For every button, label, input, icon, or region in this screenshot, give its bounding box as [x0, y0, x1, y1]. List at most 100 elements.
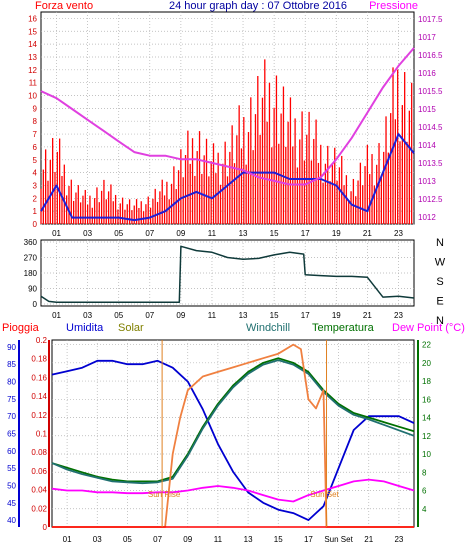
panel-1-ytick-left: 2 [33, 194, 38, 203]
panel-3-humidity-tick: 65 [7, 430, 16, 439]
panel-3-temp-tick: 8 [422, 468, 427, 477]
panel-1-right-label: Pressione [369, 0, 418, 12]
panel-1-xtick-01: 01 [52, 229, 61, 238]
panel-3-legend-1: Umidita [66, 322, 104, 334]
panel-1-xtick-17: 17 [301, 229, 310, 238]
panel-3-temp-tick: 16 [422, 395, 431, 404]
panel-2-ytick: 180 [24, 269, 38, 278]
panel-3-rain-tick: 0.06 [31, 467, 47, 476]
panel-2-xtick-01: 01 [52, 311, 61, 320]
panel-1-ytick-right: 1017 [418, 33, 436, 42]
panel-3-xtick-0: 01 [63, 535, 72, 544]
panel-3-legend-4: Temperatura [312, 322, 375, 334]
panel-2-xtick-03: 03 [83, 311, 92, 320]
panel-1-xtick-07: 07 [145, 229, 154, 238]
annotation-sunset: Sun Set [310, 490, 339, 499]
panel-3-xtick-4: 09 [183, 535, 192, 544]
panel-1-ytick-left: 14 [28, 40, 37, 49]
panel-3-xtick-7: 15 [274, 535, 283, 544]
panel-1-xtick-09: 09 [176, 229, 185, 238]
panel-3-temp-tick: 6 [422, 487, 427, 496]
panel-3-humidity-tick: 70 [7, 412, 16, 421]
panel-3-humidity-tick: 75 [7, 395, 16, 404]
panel-1-ytick-right: 1013.5 [418, 159, 443, 168]
panel-3-temp-tick: 22 [422, 341, 431, 350]
panel-1-title: 24 hour graph day : 07 Ottobre 2016 [169, 0, 347, 12]
panel-3-rain-tick: 0.02 [31, 504, 47, 513]
panel-3-line-temperatura [51, 357, 415, 483]
panel-1-ytick-left: 9 [33, 104, 38, 113]
annotation-sunrise: Sun Rise [148, 490, 181, 499]
panel-2-ytick: 270 [24, 254, 38, 263]
panel-3-humidity-tick: 55 [7, 464, 16, 473]
panel-1-xtick-05: 05 [114, 229, 123, 238]
panel-3-xtick-9: Sun Set [324, 535, 353, 544]
panel-3-line-windchill [51, 359, 415, 485]
panel-2-xtick-15: 15 [270, 311, 279, 320]
panel-1-ytick-right: 1012 [418, 213, 436, 222]
panel-3-rain-tick: 0 [43, 523, 48, 532]
panel-3-rain-tick: 0.18 [31, 355, 47, 364]
panel-1-ytick-left: 7 [33, 130, 38, 139]
panel-1-ytick-left: 15 [28, 27, 37, 36]
panel-2-xtick-21: 21 [363, 311, 372, 320]
panel-3-temp-tick: 20 [422, 359, 431, 368]
panel-3-humidity-tick: 50 [7, 481, 16, 490]
panel-2-direction-line [40, 245, 415, 304]
panel-3-legend-5: Dew Point (°C) [392, 322, 465, 334]
panel-3-rain-tick: 0.1 [36, 430, 48, 439]
panel-3-legend-3: Windchill [246, 322, 290, 334]
panel-3-xtick-3: 07 [153, 535, 162, 544]
panel-1-ytick-left: 6 [33, 143, 38, 152]
panel-1-xtick-11: 11 [208, 229, 217, 238]
panel-3-xtick-10: 21 [364, 535, 373, 544]
panel-3-xtick-5: 11 [214, 535, 223, 544]
panel-2-ytick: 90 [28, 285, 37, 294]
panel-1-ytick-right: 1016.5 [418, 51, 443, 60]
panel-1-xtick-15: 15 [270, 229, 279, 238]
panel-3-rain-tick: 0.04 [31, 486, 47, 495]
panel-1-ytick-left: 11 [29, 79, 38, 88]
panel-1-ytick-left: 13 [28, 53, 37, 62]
panel-2-xtick-07: 07 [145, 311, 154, 320]
panel-1-xtick-19: 19 [332, 229, 341, 238]
panel-3-humidity-tick: 80 [7, 378, 16, 387]
panel-2-xtick-11: 11 [208, 311, 217, 320]
panel-1-ytick-left: 12 [28, 66, 37, 75]
panel-2-compass-N: N [436, 237, 444, 249]
panel-1-xtick-03: 03 [83, 229, 92, 238]
panel-1-xtick-23: 23 [394, 229, 403, 238]
panel-2-xtick-23: 23 [394, 311, 403, 320]
panel-1-xtick-13: 13 [239, 229, 248, 238]
panel-1-wind-line [40, 133, 415, 222]
panel-3-temp-tick: 10 [422, 450, 431, 459]
panel-2-compass-S: S [436, 276, 443, 288]
panel-2-compass-N: N [436, 315, 444, 327]
panel-3-temp-tick: 14 [422, 414, 431, 423]
panel-1-ytick-right: 1017.5 [418, 15, 443, 24]
panel-1-ytick-left: 8 [33, 117, 38, 126]
panel-3-temp-tick: 18 [422, 377, 431, 386]
panel-3-legend-0: Pioggia [2, 322, 40, 334]
panel-3-rain-tick: 0.08 [31, 448, 47, 457]
panel-3-line-dewpointc [51, 478, 415, 503]
panel-3-frame [51, 339, 415, 528]
panel-3-humidity-tick: 40 [7, 516, 16, 525]
panel-2-xtick-13: 13 [239, 311, 248, 320]
panel-3-xtick-11: 23 [394, 535, 403, 544]
panel-1-ytick-left: 1 [33, 207, 38, 216]
panel-1-ytick-left: 10 [28, 92, 37, 101]
panel-2-compass-W: W [435, 257, 446, 269]
panel-2-xtick-17: 17 [301, 311, 310, 320]
panel-3-temp-tick: 4 [422, 505, 427, 514]
panel-3-rain-tick: 0.2 [36, 336, 48, 345]
panel-2-ytick: 360 [24, 238, 38, 247]
panel-1-ytick-right: 1012.5 [418, 195, 443, 204]
panel-3-humidity-tick: 85 [7, 360, 16, 369]
panel-3-rain-tick: 0.12 [31, 411, 47, 420]
panel-3-rain-tick: 0.14 [31, 392, 47, 401]
panel-1-ytick-left: 16 [28, 14, 37, 23]
panel-1-ytick-left: 5 [33, 156, 38, 165]
